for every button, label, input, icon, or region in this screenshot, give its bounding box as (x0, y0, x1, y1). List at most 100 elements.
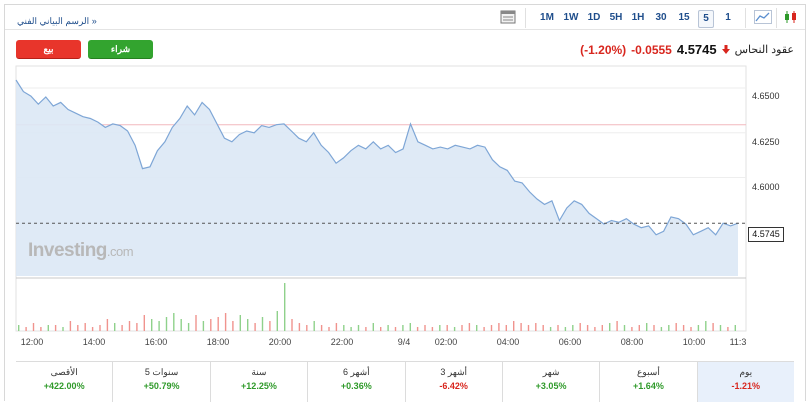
volume-bar (254, 323, 256, 331)
investing-watermark: Investing.com (28, 240, 134, 261)
volume-bar (224, 313, 227, 331)
volume-bar (18, 325, 20, 331)
y-tick-label: 4.6250 (752, 137, 780, 147)
volume-bar (609, 323, 611, 331)
volume-bar (328, 327, 330, 331)
volume-bar (247, 319, 249, 331)
volume-bar (734, 325, 736, 331)
volume-bar (187, 323, 190, 331)
volume-bar (99, 325, 101, 331)
change-value: -0.0555 (631, 42, 672, 57)
volume-bar (158, 321, 160, 331)
volume-bar (276, 311, 278, 331)
volume-bar (572, 325, 574, 331)
volume-bar (261, 317, 264, 331)
volume-bar (542, 325, 544, 331)
x-tick-label: 9/4 (397, 337, 411, 347)
volume-bar (498, 323, 500, 331)
volume-bar (239, 315, 241, 331)
volume-bar (320, 325, 323, 331)
volume-bar (505, 325, 507, 331)
volume-bar (365, 327, 367, 331)
x-tick-label: 02:00 (434, 337, 458, 347)
volume-bar (727, 327, 729, 331)
volume-bar (461, 325, 463, 331)
volume-bar (705, 321, 707, 331)
volume-bar (453, 327, 456, 331)
buy-button[interactable]: شراء (88, 40, 153, 59)
volume-bar (402, 325, 404, 331)
perf-max[interactable]: الأقصى +422.00% (43, 367, 85, 391)
perf-1m[interactable]: شهر +3.05% (501, 362, 599, 402)
interval-1d-button[interactable]: 1D (587, 12, 601, 23)
chart-toolbar: الرسم البياني الفني » 1M 1W 1D 5H 1H 30 … (5, 5, 805, 30)
volume-bar (306, 325, 308, 331)
chart-widget (4, 4, 806, 401)
volume-bar (202, 321, 205, 331)
volume-bar (490, 325, 493, 331)
volume-bar (40, 327, 42, 331)
volume-bar (468, 323, 471, 331)
perf-1w[interactable]: أسبوع +1.64% (599, 362, 696, 402)
interval-1w-button[interactable]: 1W (563, 12, 579, 23)
volume-bar (409, 323, 411, 331)
table-icon[interactable] (498, 8, 518, 26)
x-tick-label: 22:00 (330, 337, 354, 347)
volume-bar (62, 327, 64, 331)
volume-bar (631, 327, 633, 331)
volume-bar (165, 317, 168, 331)
interval-1h-button[interactable]: 1H (631, 12, 645, 23)
volume-bar (424, 325, 426, 331)
interval-1-button[interactable]: 1 (725, 12, 731, 23)
volume-bar (549, 327, 552, 331)
technical-chart-link[interactable]: الرسم البياني الفني » (17, 16, 97, 26)
volume-bar (210, 319, 212, 331)
area-chart-icon[interactable] (753, 8, 773, 26)
volume-bar (476, 325, 478, 331)
volume-bar (616, 321, 618, 331)
volume-bar (313, 321, 315, 331)
interval-30-button[interactable]: 30 (655, 12, 667, 23)
volume-bar (675, 323, 677, 331)
interval-5h-button[interactable]: 5H (609, 12, 623, 23)
volume-bar (690, 327, 692, 331)
perf-1y[interactable]: سنة +12.25% (209, 362, 307, 402)
volume-bar (380, 327, 382, 331)
toolbar-divider (776, 8, 777, 28)
volume-bar (394, 327, 397, 331)
x-tick-label: 20:00 (268, 337, 292, 347)
down-arrow-icon (721, 45, 730, 54)
perf-1d[interactable]: يوم -1.21% (696, 362, 794, 402)
volume-bar (173, 313, 175, 331)
volume-bar (638, 325, 640, 331)
volume-bar (697, 325, 700, 331)
volume-bar (712, 323, 714, 331)
volume-bar (32, 323, 35, 331)
volume-bar (77, 325, 79, 331)
volume-bar (195, 315, 197, 331)
interval-15-button[interactable]: 15 (678, 12, 690, 23)
volume-bar (535, 323, 537, 331)
x-tick-label: 16:00 (144, 337, 168, 347)
volume-bar (232, 321, 234, 331)
volume-bar (136, 323, 138, 331)
volume-bar (682, 325, 685, 331)
volume-bar (719, 325, 722, 331)
interval-5-button[interactable]: 5 (698, 10, 714, 28)
toolbar-divider (525, 8, 526, 28)
perf-3m[interactable]: 3 أشهر -6.42% (404, 362, 502, 402)
toolbar-divider (745, 8, 746, 28)
volume-bar (91, 327, 94, 331)
sell-button[interactable]: بيع (16, 40, 81, 59)
performance-bar: الأقصى +422.00% 5 سنوات +50.79% سنة +12.25%… (16, 361, 794, 402)
interval-1m-button[interactable]: 1M (540, 12, 554, 23)
perf-5y[interactable]: 5 سنوات +50.79% (112, 362, 209, 402)
volume-bar (69, 321, 72, 331)
y-tick-label: 4.6000 (752, 182, 780, 192)
volume-bar (335, 323, 338, 331)
candlestick-icon[interactable] (781, 8, 801, 26)
x-tick-label: 04:00 (496, 337, 520, 347)
volume-bar (143, 315, 145, 331)
perf-6m[interactable]: 6 أشهر +0.36% (307, 362, 404, 402)
